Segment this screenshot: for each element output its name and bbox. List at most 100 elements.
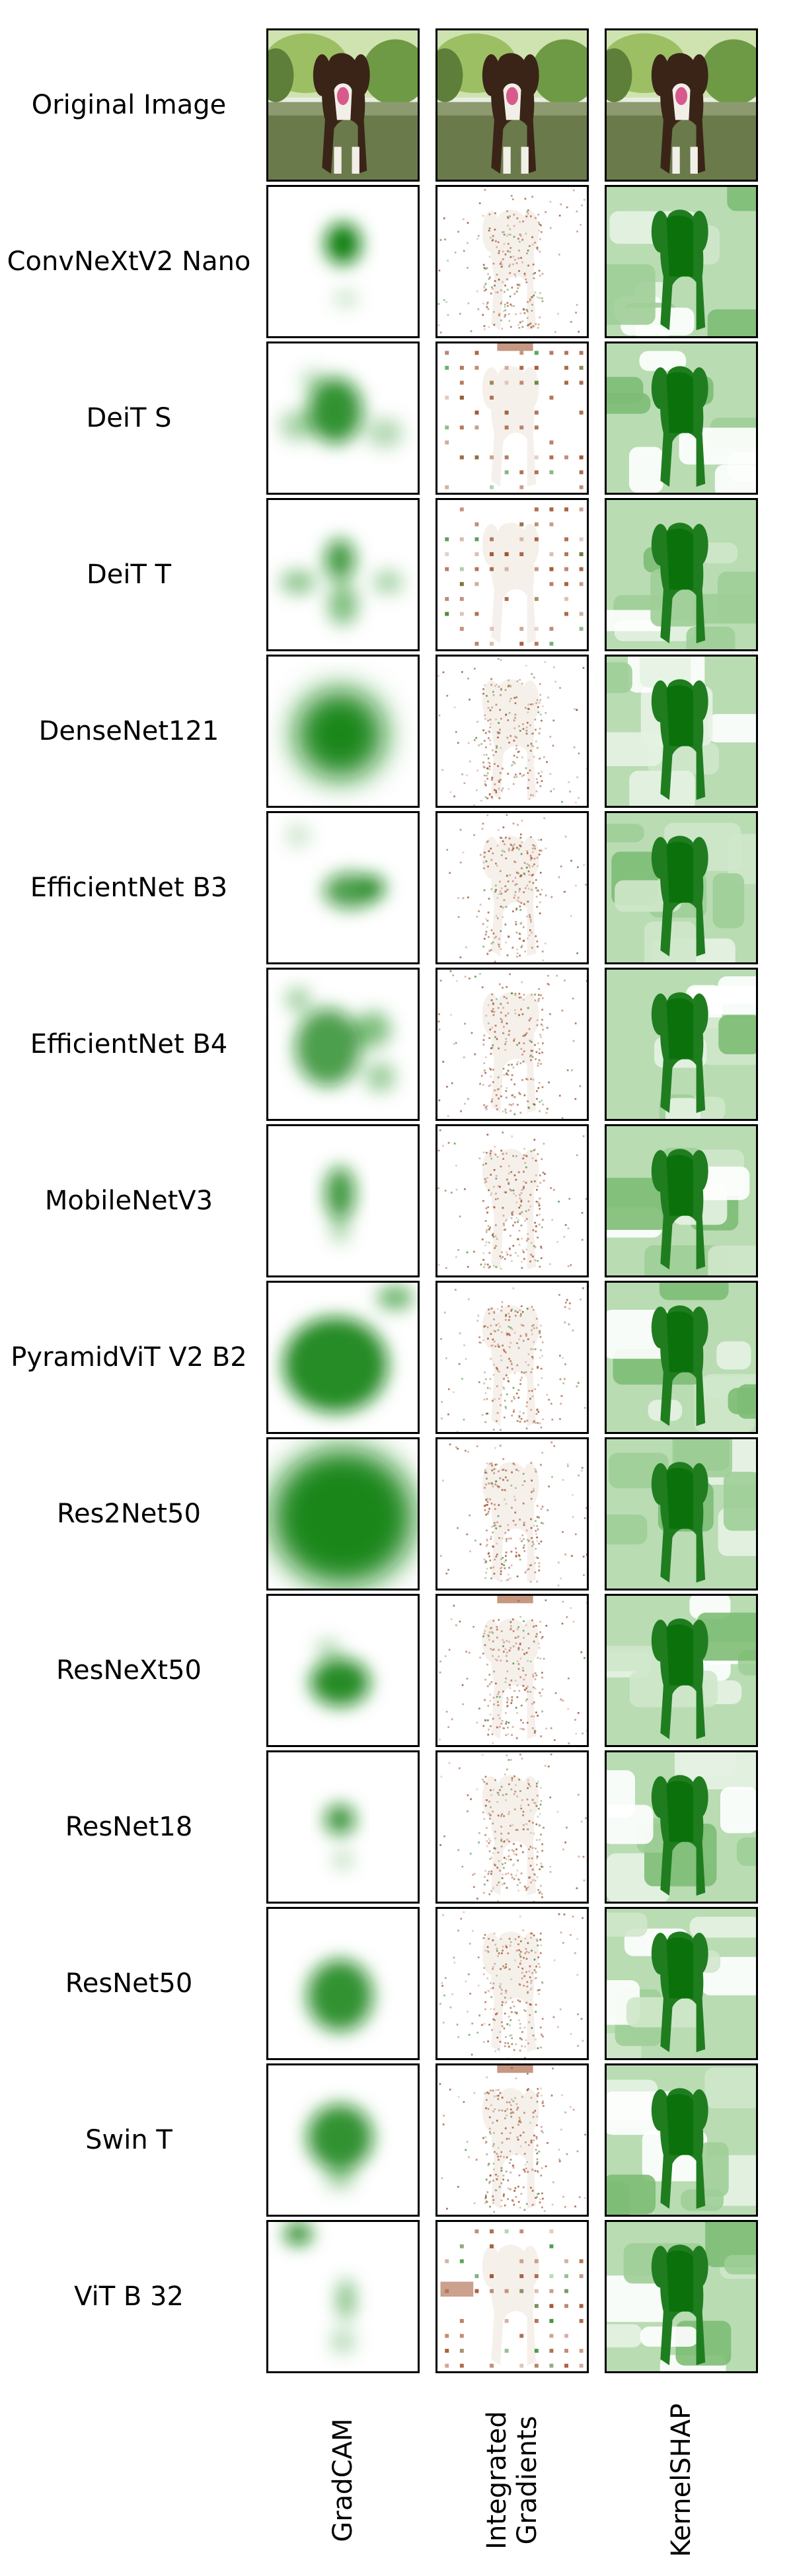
original-image [266, 28, 420, 182]
attribution-heatmap [607, 1752, 756, 1902]
swin-t-kernelshap-map [605, 2063, 758, 2217]
attribution-heatmap [307, 1959, 373, 2032]
vit-b-32-kernelshap-map [605, 2220, 758, 2373]
resnet50-integrated-gradients-map [435, 1907, 589, 2060]
deit-t-gradcam-map [266, 498, 420, 651]
attribution-heatmap [307, 2104, 373, 2190]
attribution-heatmap [286, 987, 396, 1092]
attribution-heatmap [439, 2065, 586, 2215]
densenet121-gradcam-map [266, 655, 420, 808]
column-label-kernelshap: KernelSHAP [666, 2403, 697, 2558]
row-label-efficientnet-b3: EfficientNet B3 [30, 873, 228, 903]
resnet50-kernelshap-map [605, 1907, 758, 2060]
attribution-heatmap [607, 1126, 756, 1275]
efficientnet-b4-kernelshap-map [605, 968, 758, 1121]
dog-photo [607, 30, 756, 180]
attribution-heatmap [607, 500, 756, 649]
attribution-heatmap [440, 2229, 584, 2368]
resnet18-gradcam-map [266, 1750, 420, 1904]
mobilenetv3-kernelshap-map [605, 1124, 758, 1277]
resnext50-gradcam-map [266, 1594, 420, 1747]
row-label-mobilenetv3: MobileNetV3 [44, 1186, 213, 1216]
attribution-heatmap [324, 1166, 356, 1243]
row-label-swin-t: Swin T [85, 2125, 172, 2155]
attribution-heatmap [280, 369, 403, 448]
dog-photo [437, 30, 587, 180]
convnextv2-nano-integrated-gradients-map [435, 185, 589, 338]
attribution-heatmap [439, 1441, 587, 1587]
attribution-heatmap [439, 1753, 587, 1902]
attribution-heatmap [324, 1805, 356, 1869]
attribution-heatmap [607, 343, 756, 493]
pyramidvit-v2-b2-kernelshap-map [605, 1281, 758, 1434]
attribution-heatmap [437, 970, 587, 1119]
attribution-heatmap [280, 538, 403, 626]
row-label-res2net50: Res2Net50 [56, 1499, 201, 1529]
res2net50-integrated-gradients-map [435, 1437, 589, 1591]
attribution-heatmap [439, 1596, 587, 1744]
attribution-heatmap [284, 2223, 356, 2353]
vit-b-32-gradcam-map [266, 2220, 420, 2373]
original-image [435, 28, 589, 182]
res2net50-kernelshap-map [605, 1437, 758, 1591]
attribution-heatmap [437, 189, 585, 334]
attribution-heatmap [286, 823, 385, 909]
densenet121-kernelshap-map [605, 655, 758, 808]
attribution-heatmap [446, 814, 587, 962]
deit-s-integrated-gradients-map [435, 341, 589, 495]
row-label-original-image: Original Image [31, 90, 227, 120]
attribution-heatmap [607, 2222, 756, 2371]
efficientnet-b3-kernelshap-map [605, 811, 758, 964]
res2net50-gradcam-map [266, 1437, 420, 1591]
deit-t-kernelshap-map [605, 498, 758, 651]
original-image [605, 28, 758, 182]
resnet50-gradcam-map [266, 1907, 420, 2060]
pyramidvit-v2-b2-integrated-gradients-map [435, 1281, 589, 1434]
attribution-heatmap [445, 507, 584, 646]
attribution-heatmap [607, 1283, 756, 1432]
swin-t-gradcam-map [266, 2063, 420, 2217]
efficientnet-b3-gradcam-map [266, 811, 420, 964]
row-label-pyramidvit-v2-b2: PyramidViT V2 B2 [11, 1342, 247, 1373]
row-label-resnet50: ResNet50 [65, 1968, 193, 1999]
efficientnet-b4-gradcam-map [266, 968, 420, 1121]
attribution-heatmap [271, 1448, 415, 1586]
attribution-heatmap [445, 343, 584, 489]
dog-photo [268, 30, 418, 180]
column-label-integrated-gradients: Integrated Gradients [482, 2411, 543, 2550]
efficientnet-b3-integrated-gradients-map [435, 811, 589, 964]
resnet18-kernelshap-map [605, 1750, 758, 1904]
attribution-heatmap [283, 1285, 414, 1413]
swin-t-integrated-gradients-map [435, 2063, 589, 2217]
mobilenetv3-integrated-gradients-map [435, 1124, 589, 1277]
attribution-heatmap [437, 658, 587, 806]
deit-s-gradcam-map [266, 341, 420, 495]
attribution-heatmap [607, 2065, 756, 2215]
row-label-vit-b-32: ViT B 32 [74, 2281, 184, 2312]
attribution-heatmap [437, 1129, 587, 1270]
attribution-heatmap [607, 1596, 756, 1745]
deit-t-integrated-gradients-map [435, 498, 589, 651]
vit-b-32-integrated-gradients-map [435, 2220, 589, 2373]
attribution-heatmap [295, 689, 385, 779]
row-label-efficientnet-b4: EfficientNet B4 [30, 1029, 228, 1059]
mobilenetv3-gradcam-map [266, 1124, 420, 1277]
attribution-heatmap [607, 657, 756, 806]
attribution-heatmap [607, 1439, 756, 1589]
pyramidvit-v2-b2-gradcam-map [266, 1281, 420, 1434]
attribution-heatmap [607, 970, 756, 1119]
row-label-deit-t: DeiT T [86, 559, 172, 590]
attribution-heatmap [607, 1909, 756, 2058]
convnextv2-nano-kernelshap-map [605, 185, 758, 338]
convnextv2-nano-gradcam-map [266, 185, 420, 338]
row-label-convnextv2-nano: ConvNeXtV2 Nano [7, 246, 251, 277]
attribution-heatmap [439, 1911, 584, 2058]
row-label-resnet18: ResNet18 [65, 1812, 193, 1842]
deit-s-kernelshap-map [605, 341, 758, 495]
attribution-heatmap [607, 187, 756, 336]
attribution-heatmap [310, 1639, 370, 1707]
row-label-resnext50: ResNeXt50 [56, 1655, 202, 1686]
column-label-gradcam: GradCAM [328, 2418, 358, 2542]
resnext50-integrated-gradients-map [435, 1594, 589, 1747]
